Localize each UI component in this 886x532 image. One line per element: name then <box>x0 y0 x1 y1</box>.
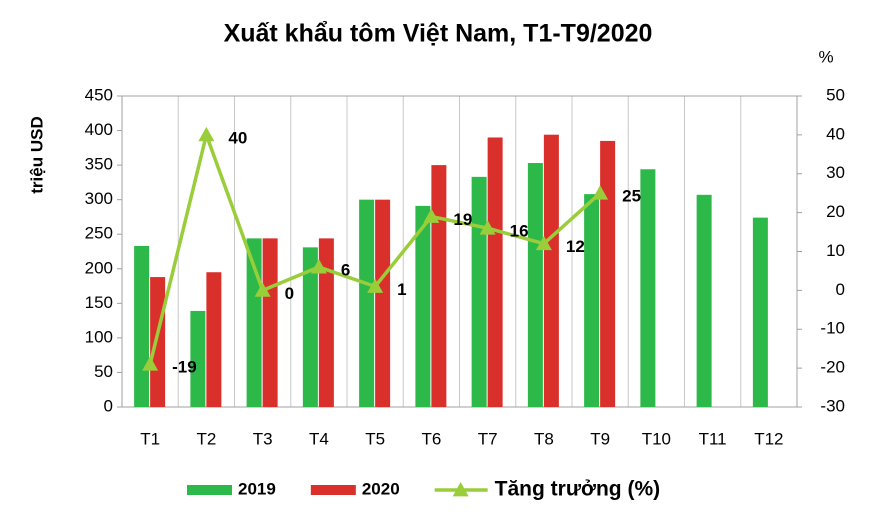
legend-marker <box>452 482 469 497</box>
y-axis-title: triệu USD <box>27 116 46 193</box>
x-tick-label: T9 <box>590 429 610 448</box>
bar <box>543 134 559 408</box>
legend-label: Tăng trưởng (%) <box>495 478 660 501</box>
line-marker <box>479 220 496 235</box>
y2-tick-label: 50 <box>826 85 845 104</box>
bar <box>206 272 222 407</box>
bar <box>431 165 447 407</box>
bar <box>487 137 503 407</box>
bar <box>150 277 166 407</box>
data-label: 1 <box>397 280 406 299</box>
chart-title: Xuất khẩu tôm Việt Nam, T1-T9/2020 <box>224 20 653 48</box>
x-tick-label: T2 <box>196 429 216 448</box>
x-tick-label: T11 <box>699 429 727 448</box>
y-tick-label: 100 <box>85 327 113 346</box>
data-label: 19 <box>453 210 472 229</box>
bar <box>471 176 487 407</box>
y2-axis-title: % <box>818 47 833 66</box>
line-marker <box>535 235 552 251</box>
x-tick-label: T3 <box>253 429 273 448</box>
y2-tick-label: -20 <box>820 358 845 377</box>
bar <box>752 217 768 407</box>
bar <box>696 194 712 407</box>
y-tick-label: 400 <box>85 120 113 139</box>
line-marker <box>592 185 609 200</box>
x-tick-label: T4 <box>309 429 329 448</box>
y-tick-label: 200 <box>85 258 113 277</box>
data-label: -19 <box>172 358 197 377</box>
data-label: 40 <box>228 128 247 147</box>
y2-tick-label: 20 <box>826 202 845 221</box>
y2-tick-label: 30 <box>826 163 845 182</box>
y2-tick-label: -10 <box>820 319 845 338</box>
x-tick-label: T6 <box>421 429 441 448</box>
x-tick-label: T10 <box>642 429 671 448</box>
bar <box>302 247 318 407</box>
legend-label: 2019 <box>238 479 276 498</box>
bar <box>600 140 616 407</box>
y2-tick-label: -30 <box>820 396 845 415</box>
bar <box>584 194 600 407</box>
x-tick-label: T1 <box>140 429 160 448</box>
data-label: 16 <box>510 222 529 241</box>
y-tick-label: 150 <box>85 293 113 312</box>
data-label: 0 <box>285 284 294 303</box>
x-tick-label: T5 <box>365 429 385 448</box>
legend-label: 2020 <box>362 479 400 498</box>
bar <box>415 205 431 407</box>
bar <box>190 310 206 407</box>
y2-tick-label: 40 <box>826 124 845 143</box>
line-marker <box>367 278 384 293</box>
y-tick-label: 250 <box>85 224 113 243</box>
data-label: 6 <box>341 261 350 280</box>
line-marker <box>198 126 215 142</box>
legend-swatch <box>310 485 356 495</box>
data-label: 25 <box>622 187 641 206</box>
y-tick-label: 300 <box>85 189 113 208</box>
x-tick-label: T8 <box>534 429 554 448</box>
line-marker <box>254 282 271 297</box>
bar <box>134 245 150 407</box>
y-tick-label: 350 <box>85 155 113 174</box>
bar <box>359 199 375 407</box>
bar <box>640 169 656 407</box>
line-marker <box>142 356 159 371</box>
y-tick-label: 0 <box>104 396 113 415</box>
bar <box>318 238 334 407</box>
y2-tick-label: 10 <box>826 241 845 260</box>
x-tick-label: T7 <box>478 429 498 448</box>
y-tick-label: 50 <box>94 362 113 381</box>
line-marker <box>423 208 440 223</box>
legend-swatch <box>187 485 232 495</box>
bar <box>262 238 278 407</box>
x-tick-label: T12 <box>754 429 783 448</box>
data-label: 12 <box>566 237 585 256</box>
line-marker <box>310 259 327 274</box>
bar <box>375 199 391 407</box>
y-tick-label: 450 <box>85 85 113 104</box>
y2-tick-label: 0 <box>836 280 845 299</box>
bar <box>527 163 543 407</box>
